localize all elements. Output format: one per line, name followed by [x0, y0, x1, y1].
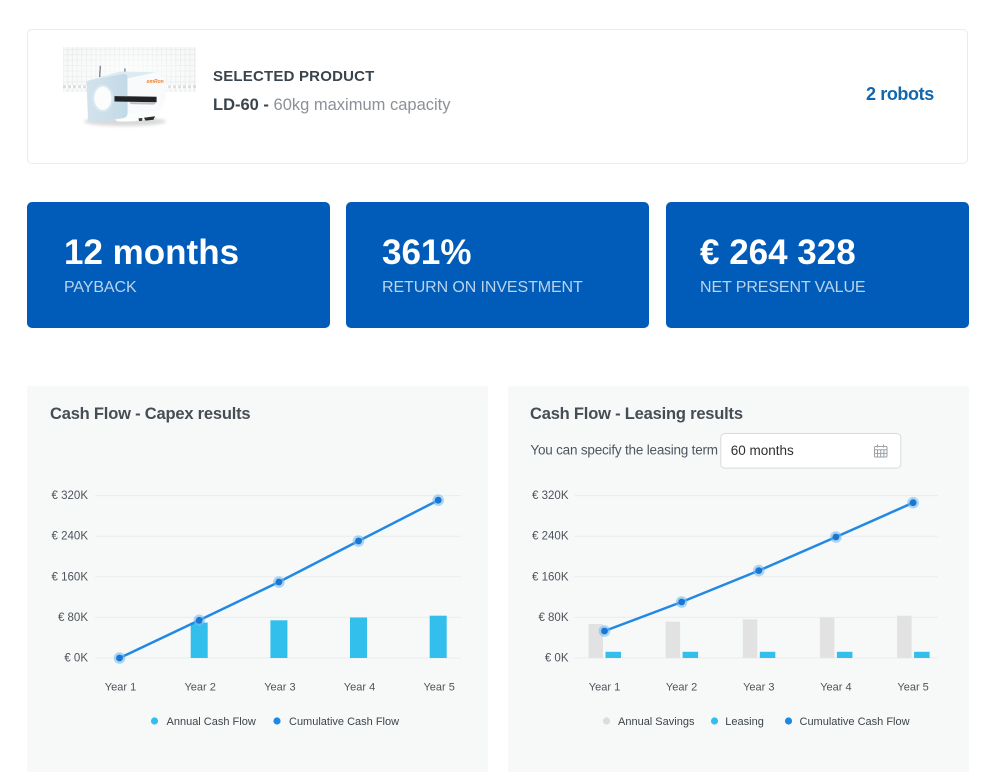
- svg-text:€ 0K: € 0K: [64, 653, 88, 665]
- svg-text:Annual Cash Flow: Annual Cash Flow: [167, 716, 256, 728]
- svg-text:Year 2: Year 2: [665, 682, 696, 694]
- svg-text:€ 320K: € 320K: [532, 490, 569, 502]
- svg-text:€ 320K: € 320K: [52, 490, 89, 502]
- svg-text:Year 5: Year 5: [423, 682, 454, 694]
- svg-text:You can specify the leasing te: You can specify the leasing term: [530, 443, 717, 458]
- svg-text:Annual Savings: Annual Savings: [618, 716, 695, 728]
- svg-text:Year 4: Year 4: [820, 682, 851, 694]
- svg-text:Cumulative Cash Flow: Cumulative Cash Flow: [799, 716, 909, 728]
- svg-text:Cash Flow - Capex results: Cash Flow - Capex results: [50, 405, 250, 423]
- svg-text:Year 5: Year 5: [897, 682, 928, 694]
- svg-text:Year 1: Year 1: [588, 682, 619, 694]
- svg-text:€ 160K: € 160K: [532, 571, 569, 583]
- svg-text:omRon: omRon: [147, 79, 164, 85]
- svg-text:€ 160K: € 160K: [52, 571, 89, 583]
- svg-text:€ 240K: € 240K: [532, 531, 569, 543]
- svg-text:Year 3: Year 3: [743, 682, 774, 694]
- svg-text:€ 0K: € 0K: [544, 653, 568, 665]
- svg-text:€ 240K: € 240K: [52, 531, 89, 543]
- svg-text:Cash Flow - Leasing results: Cash Flow - Leasing results: [530, 405, 743, 423]
- svg-text:Year 3: Year 3: [264, 682, 295, 694]
- svg-text:Year 1: Year 1: [105, 682, 136, 694]
- svg-text:€ 80K: € 80K: [538, 612, 568, 624]
- svg-text:€ 80K: € 80K: [58, 612, 88, 624]
- svg-text:Leasing: Leasing: [725, 716, 764, 728]
- svg-text:Year 4: Year 4: [344, 682, 375, 694]
- svg-text:Year 2: Year 2: [184, 682, 215, 694]
- svg-text:Cumulative Cash Flow: Cumulative Cash Flow: [289, 716, 399, 728]
- svg-text:60 months: 60 months: [730, 443, 793, 458]
